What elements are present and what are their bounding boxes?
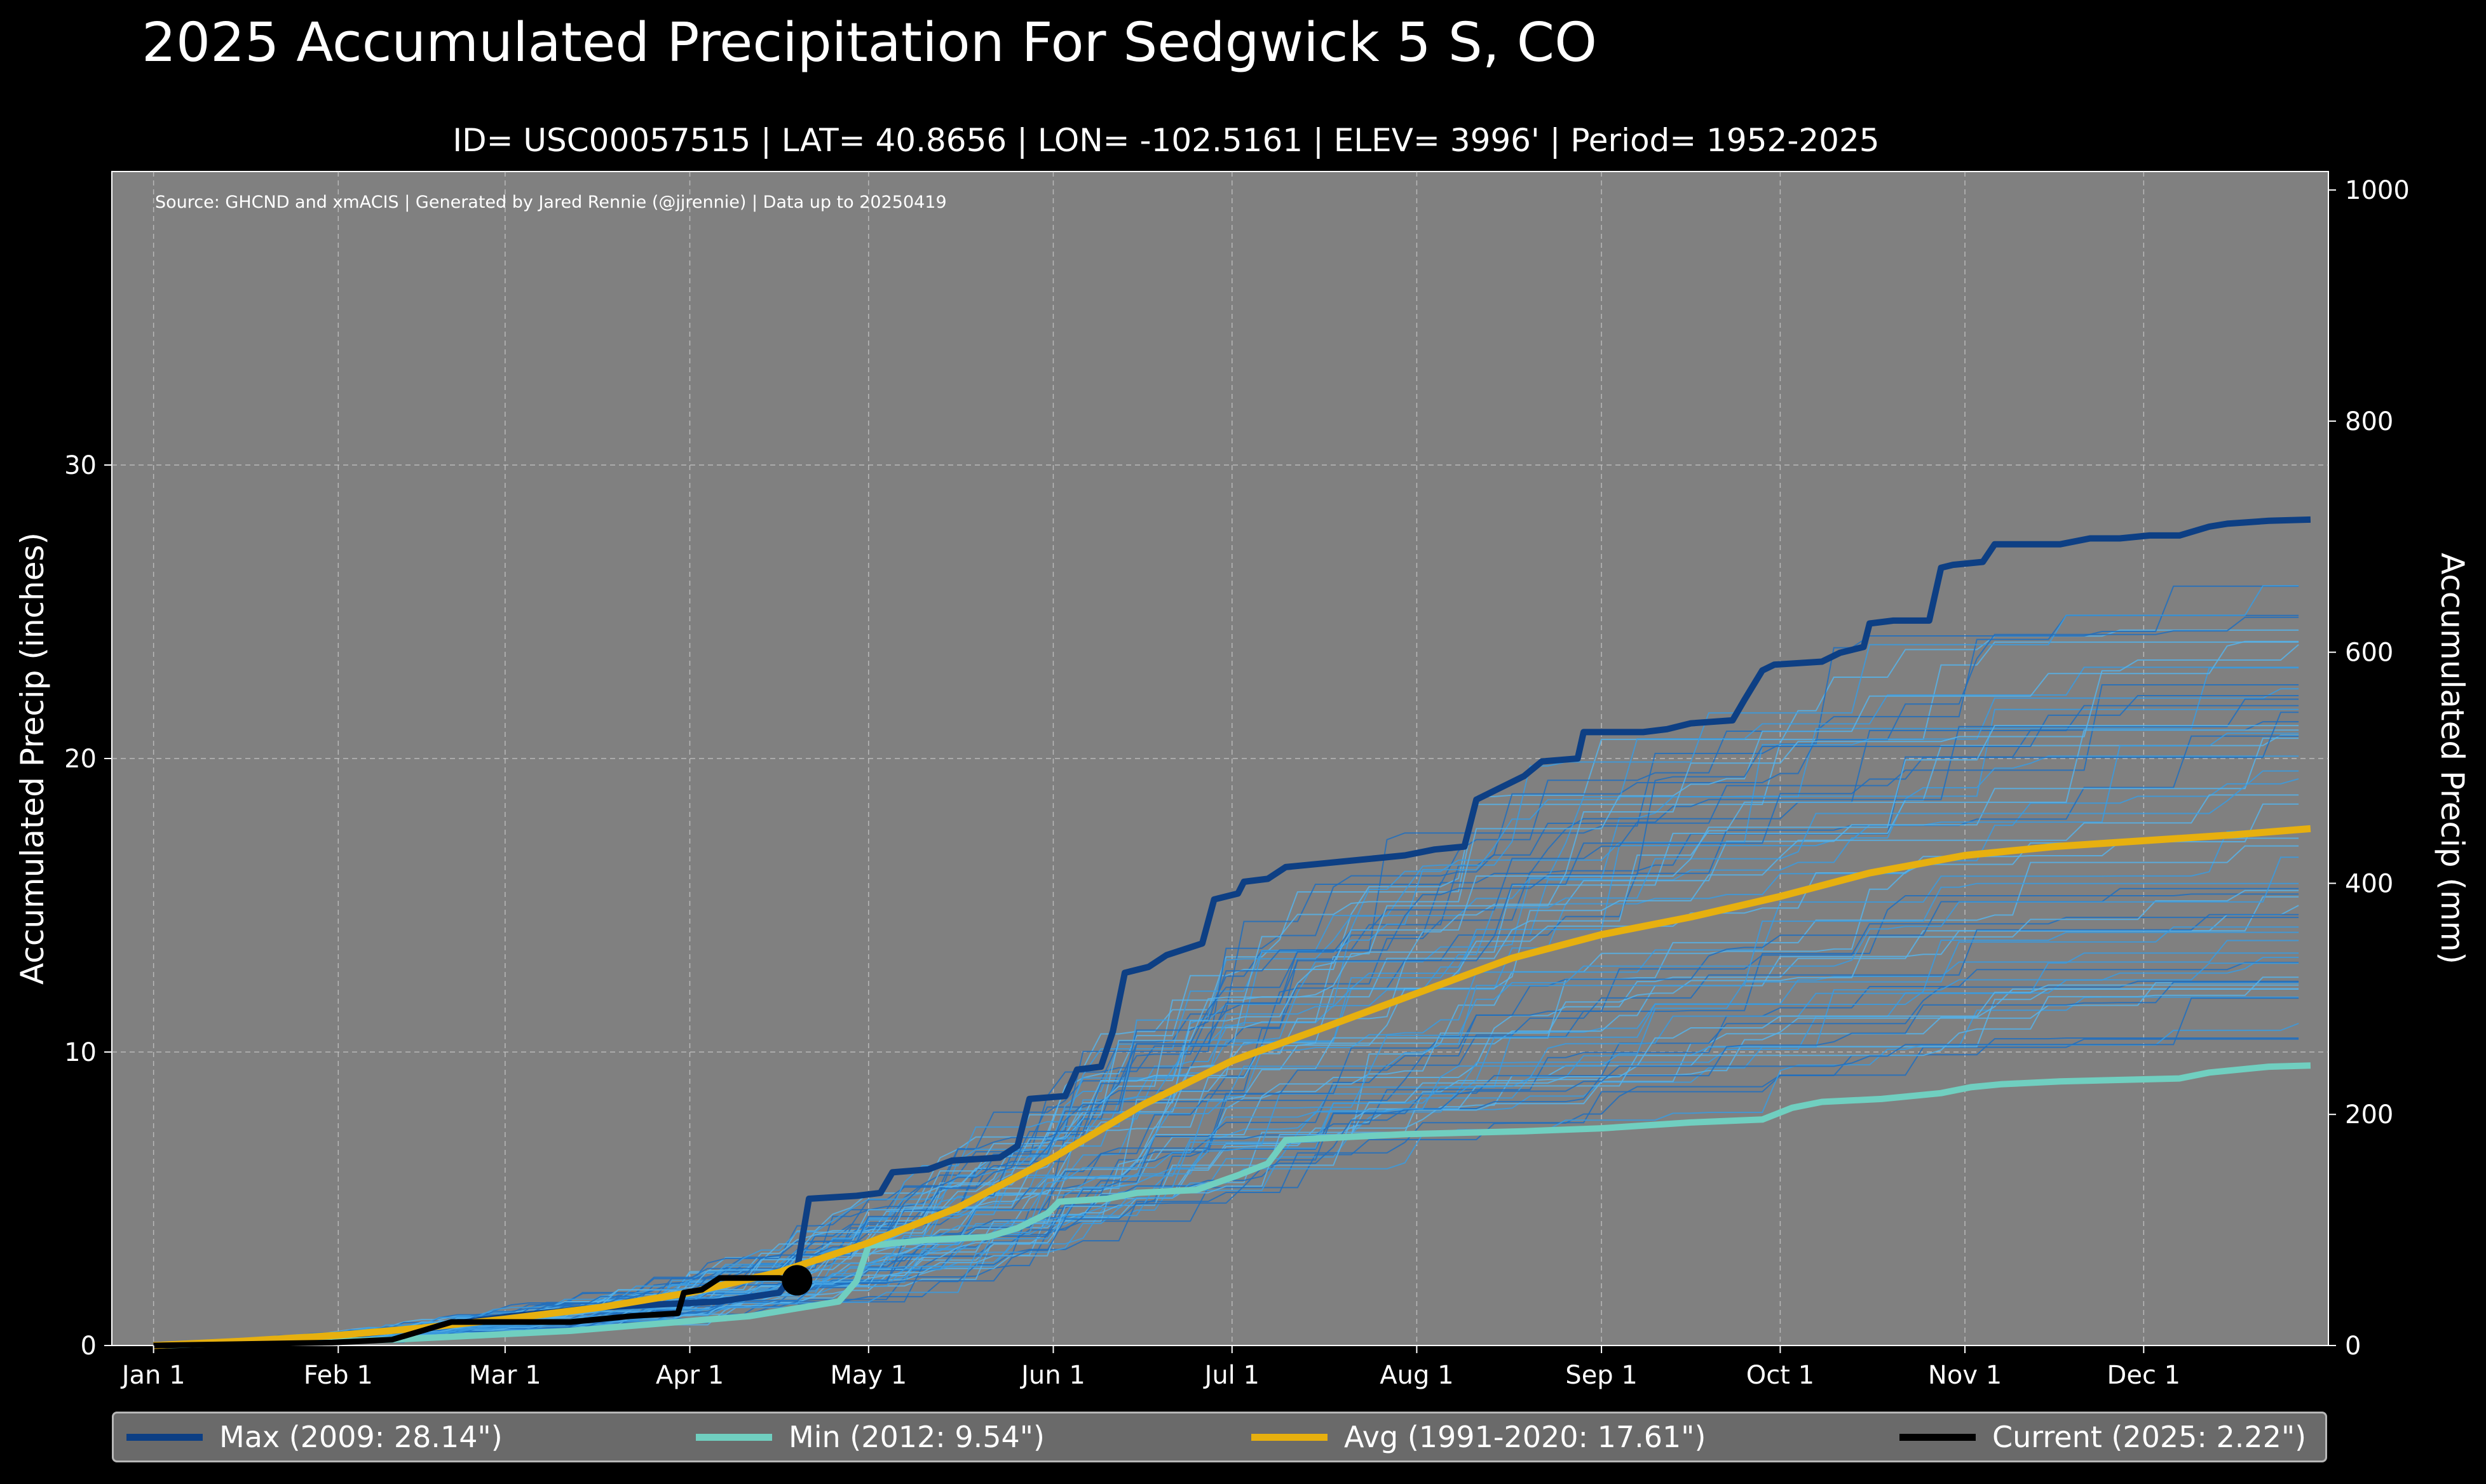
x-tick-label: Jun 1: [1019, 1361, 1085, 1390]
series-line-current: [153, 1275, 798, 1349]
historical-year-line: [153, 856, 2299, 1346]
historical-year-line: [153, 666, 2299, 1346]
current-endpoint-marker: [782, 1265, 813, 1296]
x-tick-label: Feb 1: [304, 1361, 373, 1390]
legend-swatch-max: [126, 1433, 203, 1441]
legend-item-max: Max (2009: 28.14"): [126, 1413, 503, 1460]
x-tick-label: Dec 1: [2107, 1361, 2181, 1390]
legend-swatch-current: [1899, 1433, 1976, 1441]
series-line-avg: [153, 825, 2311, 1349]
y-axis-label-right: Accumulated Precip (mm): [2434, 553, 2471, 964]
y-tick-label-left: 0: [81, 1332, 97, 1361]
x-tick-label: Jul 1: [1203, 1361, 1260, 1390]
historical-year-line: [153, 926, 2299, 1346]
legend: Max (2009: 28.14") Min (2012: 9.54") Avg…: [112, 1412, 2327, 1462]
legend-item-avg: Avg (1991-2020: 17.61"): [1251, 1413, 1706, 1460]
legend-label-min: Min (2012: 9.54"): [789, 1420, 1045, 1454]
series-line-max: [153, 516, 2311, 1349]
x-tick-label: Aug 1: [1380, 1361, 1453, 1390]
historical-year-line: [153, 887, 2299, 1346]
historical-year-line: [153, 914, 2299, 1346]
x-tick-label: Jan 1: [120, 1361, 186, 1390]
legend-label-max: Max (2009: 28.14"): [219, 1420, 503, 1454]
x-tick-label: Nov 1: [1928, 1361, 2002, 1390]
source-note: Source: GHCND and xmACIS | Generated by …: [155, 192, 947, 212]
y-tick-label-right: 0: [2345, 1332, 2361, 1361]
legend-item-min: Min (2012: 9.54"): [696, 1413, 1045, 1460]
x-tick-label: Sep 1: [1565, 1361, 1638, 1390]
x-tick-label: Mar 1: [469, 1361, 541, 1390]
x-tick-label: Apr 1: [656, 1361, 724, 1390]
y-tick-label-left: 30: [64, 451, 97, 480]
legend-label-current: Current (2025: 2.22"): [1992, 1420, 2307, 1454]
legend-swatch-avg: [1251, 1433, 1328, 1441]
y-tick-label-left: 20: [64, 745, 97, 774]
legend-swatch-min: [696, 1433, 772, 1441]
x-tick-label: Oct 1: [1746, 1361, 1814, 1390]
y-axis-label-left: Accumulated Precip (inches): [14, 532, 51, 985]
y-tick-label-right: 400: [2345, 869, 2393, 898]
legend-label-avg: Avg (1991-2020: 17.61"): [1344, 1420, 1706, 1454]
y-tick-label-left: 10: [64, 1038, 97, 1067]
legend-item-current: Current (2025: 2.22"): [1899, 1413, 2306, 1460]
chart-title: 2025 Accumulated Precipitation For Sedgw…: [141, 11, 1598, 74]
historical-year-line: [153, 616, 2299, 1346]
y-tick-label-right: 600: [2345, 638, 2393, 668]
historical-year-line: [153, 984, 2299, 1346]
x-tick-label: May 1: [830, 1361, 907, 1390]
y-tick-label-right: 800: [2345, 407, 2393, 436]
chart-subtitle: ID= USC00057515 | LAT= 40.8656 | LON= -1…: [452, 122, 1880, 159]
y-tick-label-right: 1000: [2345, 176, 2410, 205]
y-tick-label-right: 200: [2345, 1100, 2393, 1130]
historical-year-line: [153, 976, 2299, 1346]
